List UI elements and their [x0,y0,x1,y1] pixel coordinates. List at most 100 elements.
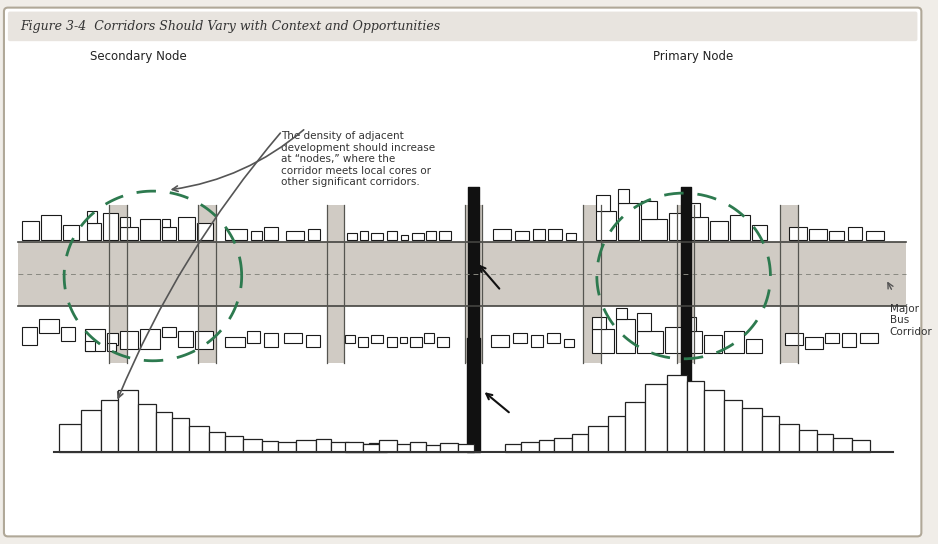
Bar [667,375,687,452]
Bar [608,416,626,452]
Bar [688,203,701,217]
Bar [120,331,138,349]
Bar [685,331,703,353]
Bar [61,327,75,341]
Bar [379,440,397,452]
Bar [833,438,853,452]
Bar [724,400,742,452]
Bar [860,333,878,343]
Bar [345,442,363,452]
Bar [138,404,156,452]
Bar [439,231,451,240]
Bar [161,327,175,337]
Bar [250,231,263,240]
Bar [331,442,349,452]
Bar [102,213,118,240]
Bar [724,331,744,353]
FancyBboxPatch shape [4,8,921,536]
Bar [386,231,397,240]
Bar [87,211,97,222]
Bar [349,444,369,452]
Bar [177,217,195,240]
Bar [789,227,807,240]
Bar [596,195,610,211]
Bar [41,215,61,240]
Bar [493,228,511,240]
Bar [437,337,449,347]
Bar [730,215,749,240]
Bar [779,424,799,452]
Bar [39,319,59,333]
Bar [785,333,803,345]
Bar [100,400,118,452]
Bar [676,205,694,363]
Bar [521,442,538,452]
Bar [326,205,344,363]
Bar [513,333,527,343]
Bar [842,333,856,347]
Bar [848,227,862,240]
Bar [547,333,560,343]
Bar [704,335,722,353]
Bar [458,444,474,452]
Bar [642,201,657,219]
Bar [809,228,826,240]
Bar [533,228,545,240]
Bar [81,410,100,452]
Bar [308,228,320,240]
FancyBboxPatch shape [8,11,917,41]
Bar [596,211,615,240]
Bar [156,412,172,452]
Bar [195,331,213,349]
Bar [615,319,635,353]
Bar [583,205,600,363]
Bar [306,335,320,347]
Bar [424,333,434,343]
Bar [18,243,905,306]
Bar [316,438,331,452]
Bar [592,329,613,353]
Bar [347,232,357,240]
Bar [140,329,159,349]
Bar [265,333,279,347]
Bar [209,432,225,452]
Bar [265,227,279,240]
Bar [84,341,95,351]
Bar [799,430,817,452]
Bar [63,225,79,240]
Bar [710,221,728,240]
Bar [592,317,606,329]
Bar [440,443,458,452]
Bar [617,203,639,240]
Bar [538,440,554,452]
Bar [464,205,482,363]
Bar [617,189,629,203]
Bar [225,337,245,347]
Bar [247,331,261,343]
Bar [296,440,316,452]
Bar [531,335,542,347]
Bar [805,337,823,349]
Bar [853,440,870,452]
Bar [866,231,884,240]
Bar [669,213,687,240]
Bar [120,227,138,240]
Bar [549,228,562,240]
Bar [118,391,138,452]
Bar [369,443,386,452]
Bar [345,335,356,343]
Bar [685,317,696,331]
Bar [198,205,216,363]
Bar [225,436,243,452]
Bar [263,441,279,452]
Bar [401,234,408,240]
Bar [197,222,213,240]
Bar [645,385,667,452]
Bar [688,217,708,240]
Bar [140,219,159,240]
Bar [22,327,38,345]
Bar [554,438,572,452]
Bar [746,339,762,353]
Bar [817,434,833,452]
Bar [565,339,574,347]
